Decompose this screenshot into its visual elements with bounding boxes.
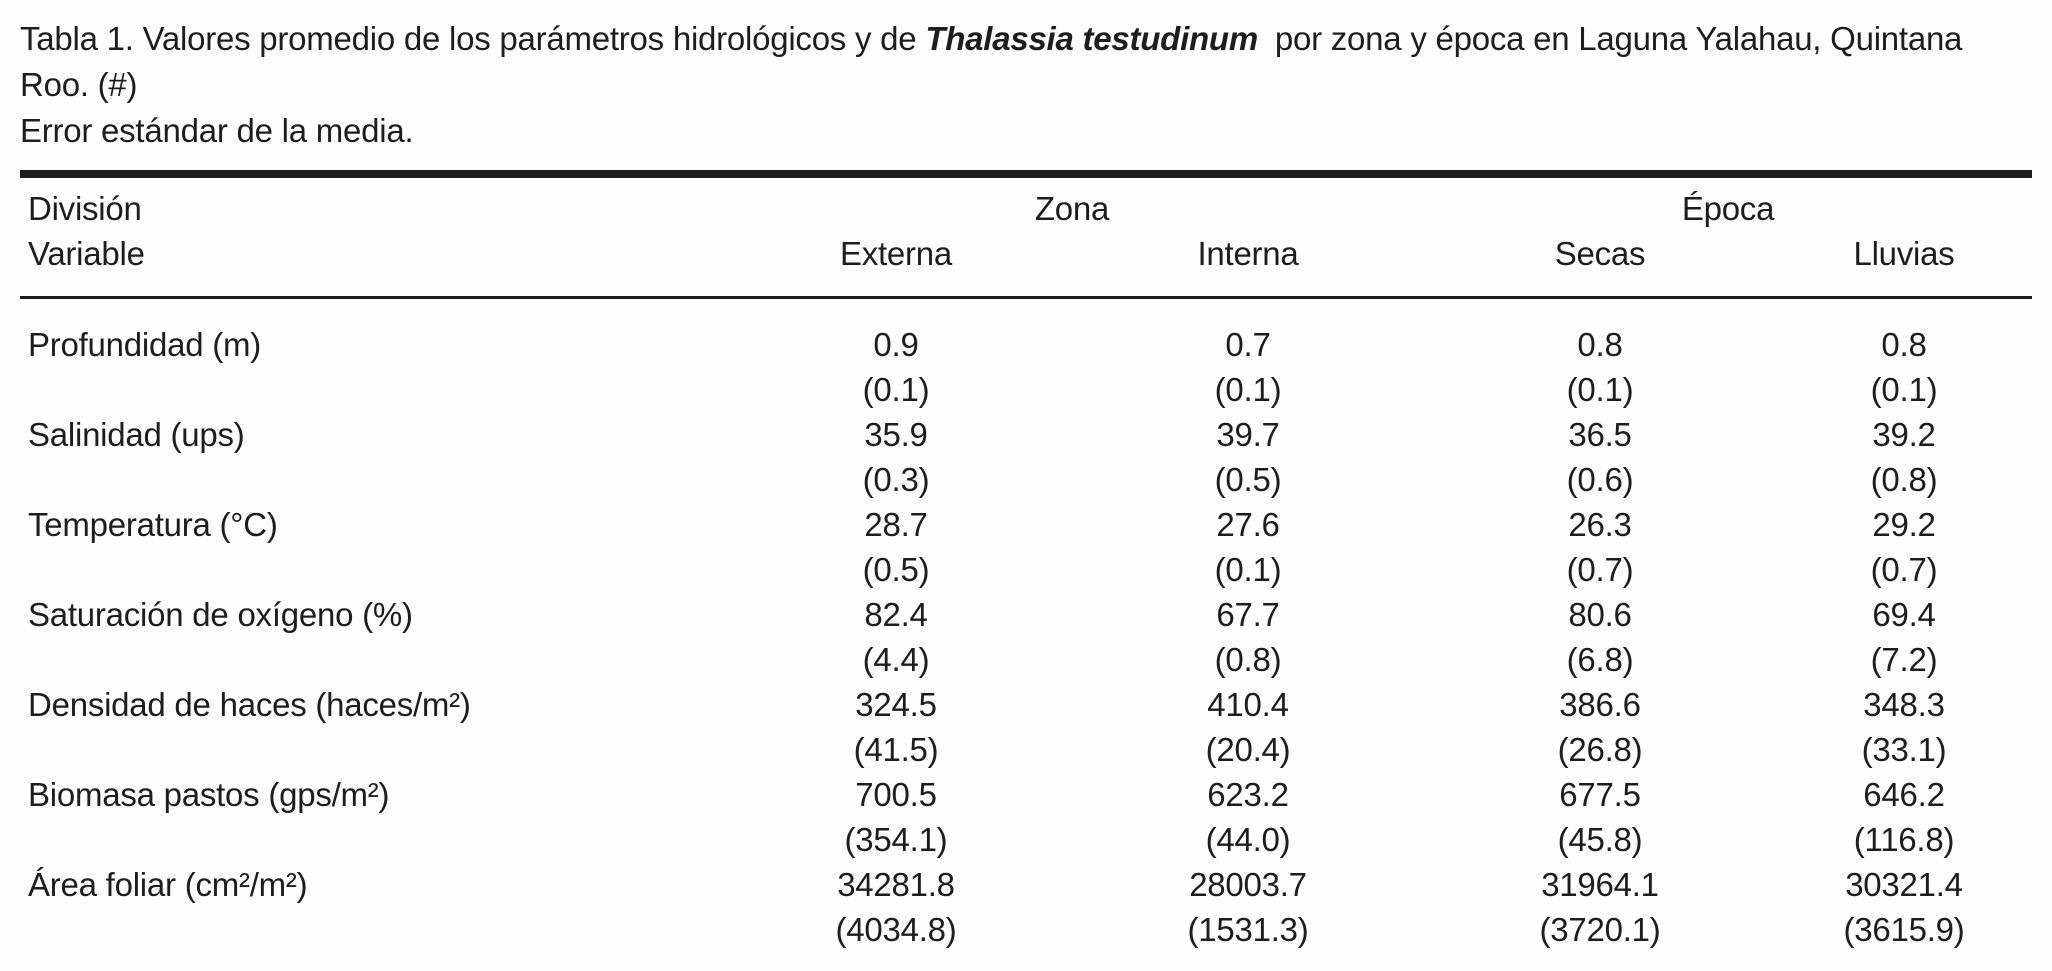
error-externa: (4034.8)	[835, 911, 957, 948]
value-interna: 67.7	[1216, 596, 1280, 633]
value-interna: 410.4	[1207, 686, 1289, 723]
table-row: Densidad de haces (haces/m²) 324.5 410.4…	[20, 682, 2032, 772]
error-lluvias: (0.1)	[1870, 371, 1938, 408]
value-interna: 39.7	[1216, 416, 1280, 453]
error-lluvias: (116.8)	[1853, 821, 1955, 858]
value-externa: 82.4	[864, 596, 928, 633]
header-group-row: División Zona Época	[20, 186, 2032, 231]
caption-line1-prefix: Tabla 1. Valores promedio de los parámet…	[20, 20, 926, 57]
variable-label: Área foliar (cm²/m²)	[28, 866, 308, 903]
header-variable: Variable	[28, 235, 145, 272]
variable-label: Temperatura (°C)	[28, 506, 278, 543]
data-table: División Zona Época Variable Externa Int…	[20, 170, 2032, 971]
error-lluvias: (0.7)	[1870, 551, 1938, 588]
value-lluvias: 39.2	[1872, 416, 1936, 453]
table-row: Temperatura (°C) 28.7 27.6 26.3 29.2 (0.…	[20, 502, 2032, 592]
empty-cell	[20, 457, 720, 502]
header-interna: Interna	[1197, 235, 1299, 272]
value-lluvias: 348.3	[1863, 686, 1945, 723]
empty-cell	[20, 907, 720, 952]
error-externa: (354.1)	[844, 821, 948, 858]
empty-cell	[20, 367, 720, 412]
value-lluvias: 69.4	[1872, 596, 1936, 633]
value-interna: 28003.7	[1189, 866, 1307, 903]
value-lluvias: 29.2	[1872, 506, 1936, 543]
empty-cell	[20, 727, 720, 772]
error-lluvias: (33.1)	[1861, 731, 1947, 768]
empty-cell	[20, 637, 720, 682]
value-externa: 700.5	[855, 776, 937, 813]
value-externa: 28.7	[864, 506, 928, 543]
header-lluvias: Lluvias	[1853, 235, 1955, 272]
value-interna: 0.7	[1225, 326, 1271, 363]
value-secas: 31964.1	[1541, 866, 1659, 903]
value-interna: 27.6	[1216, 506, 1280, 543]
error-externa: (0.3)	[862, 461, 930, 498]
table-row: Salinidad (ups) 35.9 39.7 36.5 39.2 (0.3…	[20, 412, 2032, 502]
caption-line2: Error estándar de la media.	[20, 112, 414, 149]
header-group-epoca: Época	[1681, 190, 1775, 227]
error-externa: (0.5)	[862, 551, 930, 588]
error-secas: (0.1)	[1566, 371, 1634, 408]
header-externa: Externa	[839, 235, 953, 272]
value-secas: 386.6	[1559, 686, 1641, 723]
variable-label: Salinidad (ups)	[28, 416, 245, 453]
table-row: Biomasa pastos (gps/m²) 700.5 623.2 677.…	[20, 772, 2032, 862]
value-lluvias: 646.2	[1863, 776, 1945, 813]
error-secas: (3720.1)	[1539, 911, 1661, 948]
error-interna: (0.1)	[1214, 371, 1282, 408]
value-secas: 0.8	[1577, 326, 1623, 363]
error-interna: (44.0)	[1205, 821, 1291, 858]
table-body: Profundidad (m) 0.9 0.7 0.8 0.8 (0.1) (0…	[20, 299, 2032, 971]
value-externa: 35.9	[864, 416, 928, 453]
error-interna: (20.4)	[1205, 731, 1291, 768]
table-row: Profundidad (m) 0.9 0.7 0.8 0.8 (0.1) (0…	[20, 322, 2032, 412]
error-interna: (0.1)	[1214, 551, 1282, 588]
value-externa: 0.9	[873, 326, 919, 363]
header-group-zona: Zona	[1034, 190, 1110, 227]
variable-label: Saturación de oxígeno (%)	[28, 596, 413, 633]
variable-label: Densidad de haces (haces/m²)	[28, 686, 471, 723]
error-externa: (0.1)	[862, 371, 930, 408]
species-name: Thalassia testudinum	[925, 20, 1258, 57]
header-division: División	[28, 190, 142, 227]
value-externa: 34281.8	[837, 866, 955, 903]
header-secas: Secas	[1554, 235, 1646, 272]
error-lluvias: (0.8)	[1870, 461, 1938, 498]
table-row: Saturación de oxígeno (%) 82.4 67.7 80.6…	[20, 592, 2032, 682]
error-externa: (4.4)	[862, 641, 930, 678]
header-column-row: Variable Externa Interna Secas Lluvias	[20, 231, 2032, 276]
value-secas: 677.5	[1559, 776, 1641, 813]
empty-cell	[20, 817, 720, 862]
value-lluvias: 30321.4	[1845, 866, 1963, 903]
error-secas: (0.7)	[1566, 551, 1634, 588]
error-interna: (1531.3)	[1187, 911, 1309, 948]
table-header: División Zona Época Variable Externa Int…	[20, 178, 2032, 299]
error-lluvias: (3615.9)	[1843, 911, 1965, 948]
table-row: Área foliar (cm²/m²) 34281.8 28003.7 319…	[20, 862, 2032, 952]
error-secas: (0.6)	[1566, 461, 1634, 498]
error-secas: (45.8)	[1557, 821, 1643, 858]
error-interna: (0.5)	[1214, 461, 1282, 498]
value-secas: 26.3	[1568, 506, 1632, 543]
value-secas: 36.5	[1568, 416, 1632, 453]
caption-line1-suffix: por zona y época en Laguna Yalahau, Quin…	[20, 20, 1963, 103]
value-lluvias: 0.8	[1881, 326, 1927, 363]
error-secas: (26.8)	[1557, 731, 1643, 768]
document-page: Tabla 1. Valores promedio de los parámet…	[0, 16, 2052, 971]
variable-label: Biomasa pastos (gps/m²)	[28, 776, 390, 813]
empty-cell	[20, 547, 720, 592]
variable-label: Profundidad (m)	[28, 326, 262, 363]
error-secas: (6.8)	[1566, 641, 1634, 678]
value-externa: 324.5	[855, 686, 937, 723]
table-caption: Tabla 1. Valores promedio de los parámet…	[20, 16, 2030, 154]
error-interna: (0.8)	[1214, 641, 1282, 678]
error-lluvias: (7.2)	[1870, 641, 1938, 678]
value-interna: 623.2	[1207, 776, 1289, 813]
error-externa: (41.5)	[853, 731, 939, 768]
value-secas: 80.6	[1568, 596, 1632, 633]
